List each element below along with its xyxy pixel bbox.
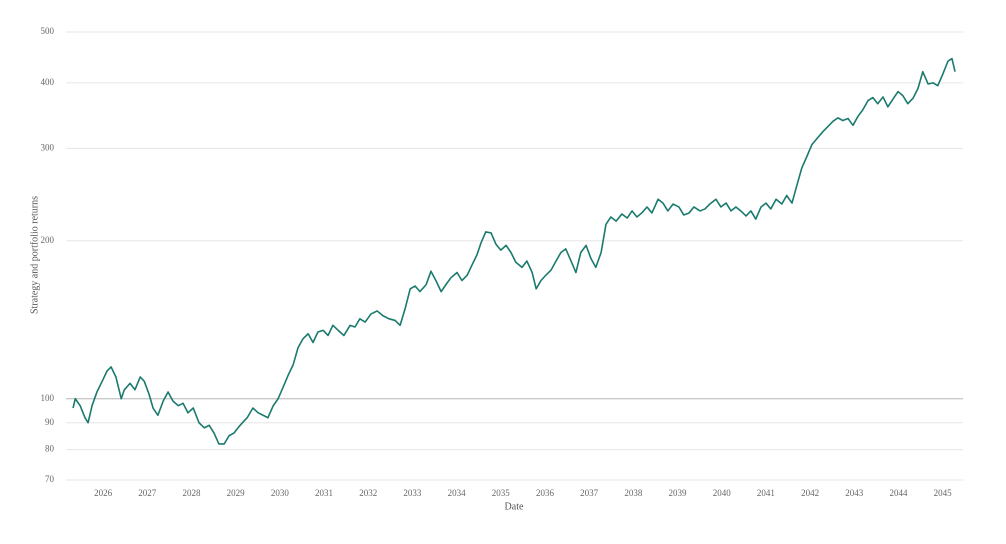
x-tick-label: 2029 bbox=[227, 488, 246, 498]
x-tick-label: 2035 bbox=[492, 488, 511, 498]
x-tick-label: 2042 bbox=[801, 488, 819, 498]
x-tick-label: 2043 bbox=[845, 488, 864, 498]
y-tick-label: 500 bbox=[41, 26, 55, 36]
x-tick-label: 2041 bbox=[757, 488, 775, 498]
x-tick-label: 2034 bbox=[448, 488, 467, 498]
y-tick-label: 90 bbox=[45, 417, 55, 427]
x-tick-label: 2026 bbox=[94, 488, 113, 498]
x-tick-label: 2044 bbox=[889, 488, 908, 498]
x-tick-label: 2027 bbox=[138, 488, 157, 498]
y-tick-label: 400 bbox=[41, 77, 55, 87]
x-tick-label: 2028 bbox=[182, 488, 201, 498]
y-tick-label: 100 bbox=[41, 393, 55, 403]
x-tick-label: 2030 bbox=[271, 488, 290, 498]
x-tick-label: 2031 bbox=[315, 488, 333, 498]
x-tick-label: 2038 bbox=[624, 488, 643, 498]
x-axis-title: Date bbox=[505, 501, 524, 512]
line-series bbox=[72, 57, 956, 445]
x-tick-label: 2032 bbox=[359, 488, 377, 498]
y-tick-label: 300 bbox=[41, 142, 55, 152]
x-tick-label: 2036 bbox=[536, 488, 555, 498]
x-tick-label: 2039 bbox=[669, 488, 688, 498]
y-axis-title: Strategy and portfolio returns bbox=[29, 196, 40, 314]
y-tick-label: 70 bbox=[45, 474, 55, 484]
y-tick-label: 80 bbox=[45, 444, 55, 454]
x-tick-label: 2033 bbox=[403, 488, 422, 498]
y-tick-label: 200 bbox=[41, 235, 55, 245]
x-tick-label: 2040 bbox=[713, 488, 732, 498]
x-tick-label: 2045 bbox=[934, 488, 953, 498]
x-tick-label: 2037 bbox=[580, 488, 599, 498]
